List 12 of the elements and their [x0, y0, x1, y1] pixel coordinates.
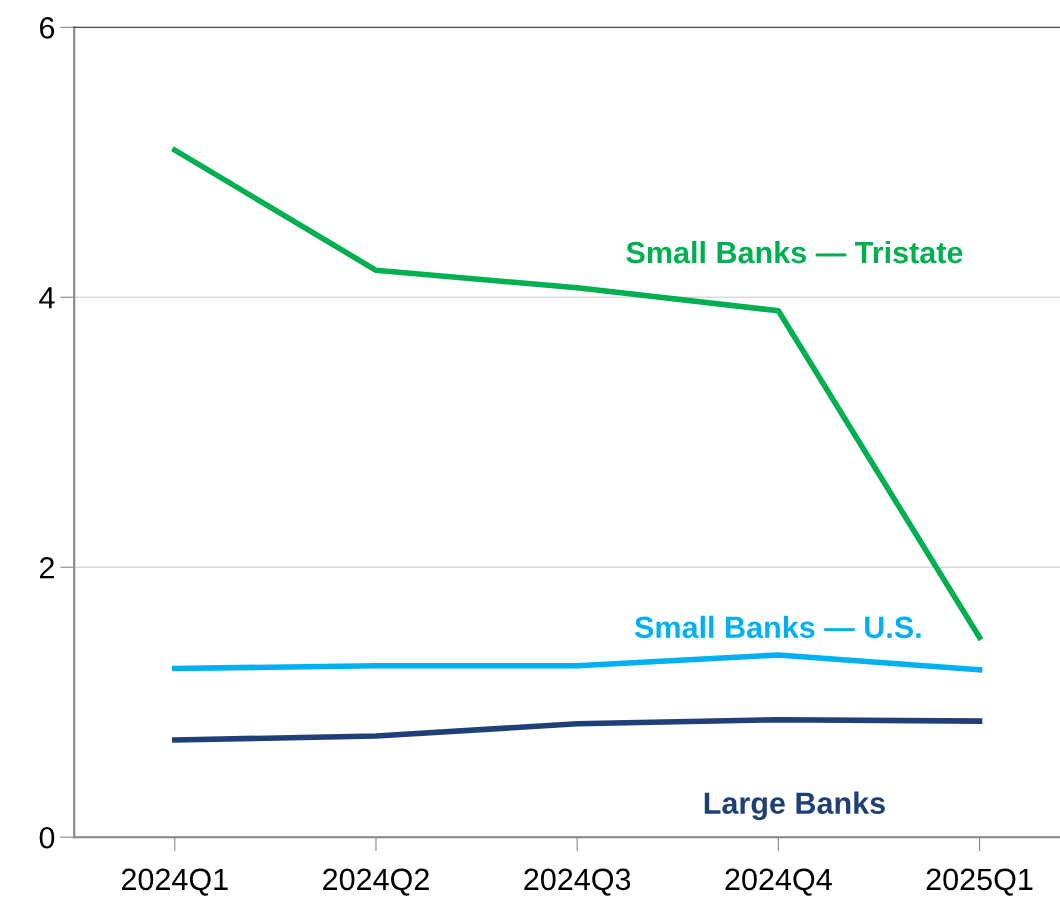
x-tick-label: 2024Q3	[524, 868, 631, 896]
y-tick-label: 2	[40, 556, 54, 579]
x-tick-label: 2024Q1	[121, 868, 228, 896]
text: Large Banks	[704, 791, 885, 821]
y-tick-label: 0	[39, 826, 55, 849]
x-tick-label: 2024Q4	[725, 868, 832, 896]
series-label: Small Banks — Tristate	[626, 240, 963, 264]
x-tick-label: 2025Q1	[926, 868, 1033, 896]
y-tick-label: 4	[39, 287, 55, 309]
series-label: Small Banks — U.S.	[634, 615, 921, 639]
x-tick-label: 2024Q2	[323, 868, 429, 896]
y-tick-label: 6	[40, 17, 55, 39]
